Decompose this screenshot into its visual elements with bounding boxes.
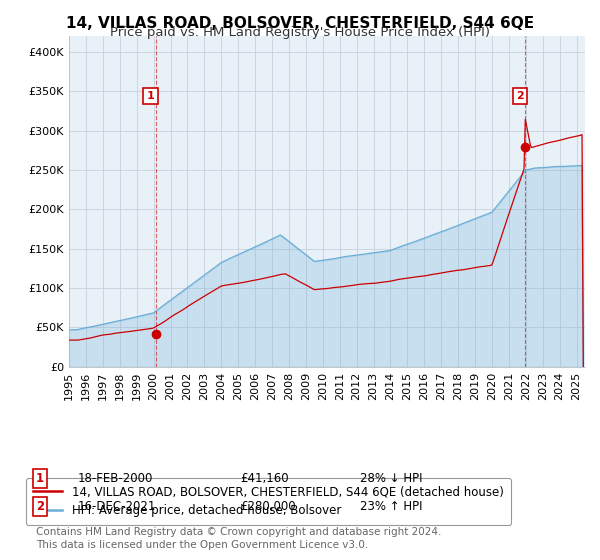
Text: 28% ↓ HPI: 28% ↓ HPI xyxy=(360,472,422,486)
Text: 2: 2 xyxy=(516,91,524,101)
Text: 1: 1 xyxy=(146,91,154,101)
Text: 23% ↑ HPI: 23% ↑ HPI xyxy=(360,500,422,514)
Text: 16-DEC-2021: 16-DEC-2021 xyxy=(78,500,157,514)
Text: £41,160: £41,160 xyxy=(240,472,289,486)
Text: Price paid vs. HM Land Registry's House Price Index (HPI): Price paid vs. HM Land Registry's House … xyxy=(110,26,490,39)
Text: 1: 1 xyxy=(36,472,44,486)
Text: £280,000: £280,000 xyxy=(240,500,296,514)
Legend: 14, VILLAS ROAD, BOLSOVER, CHESTERFIELD, S44 6QE (detached house), HPI: Average : 14, VILLAS ROAD, BOLSOVER, CHESTERFIELD,… xyxy=(26,478,511,525)
Text: 18-FEB-2000: 18-FEB-2000 xyxy=(78,472,154,486)
Text: Contains HM Land Registry data © Crown copyright and database right 2024.
This d: Contains HM Land Registry data © Crown c… xyxy=(36,527,442,550)
Text: 2: 2 xyxy=(36,500,44,514)
Text: 14, VILLAS ROAD, BOLSOVER, CHESTERFIELD, S44 6QE: 14, VILLAS ROAD, BOLSOVER, CHESTERFIELD,… xyxy=(66,16,534,31)
